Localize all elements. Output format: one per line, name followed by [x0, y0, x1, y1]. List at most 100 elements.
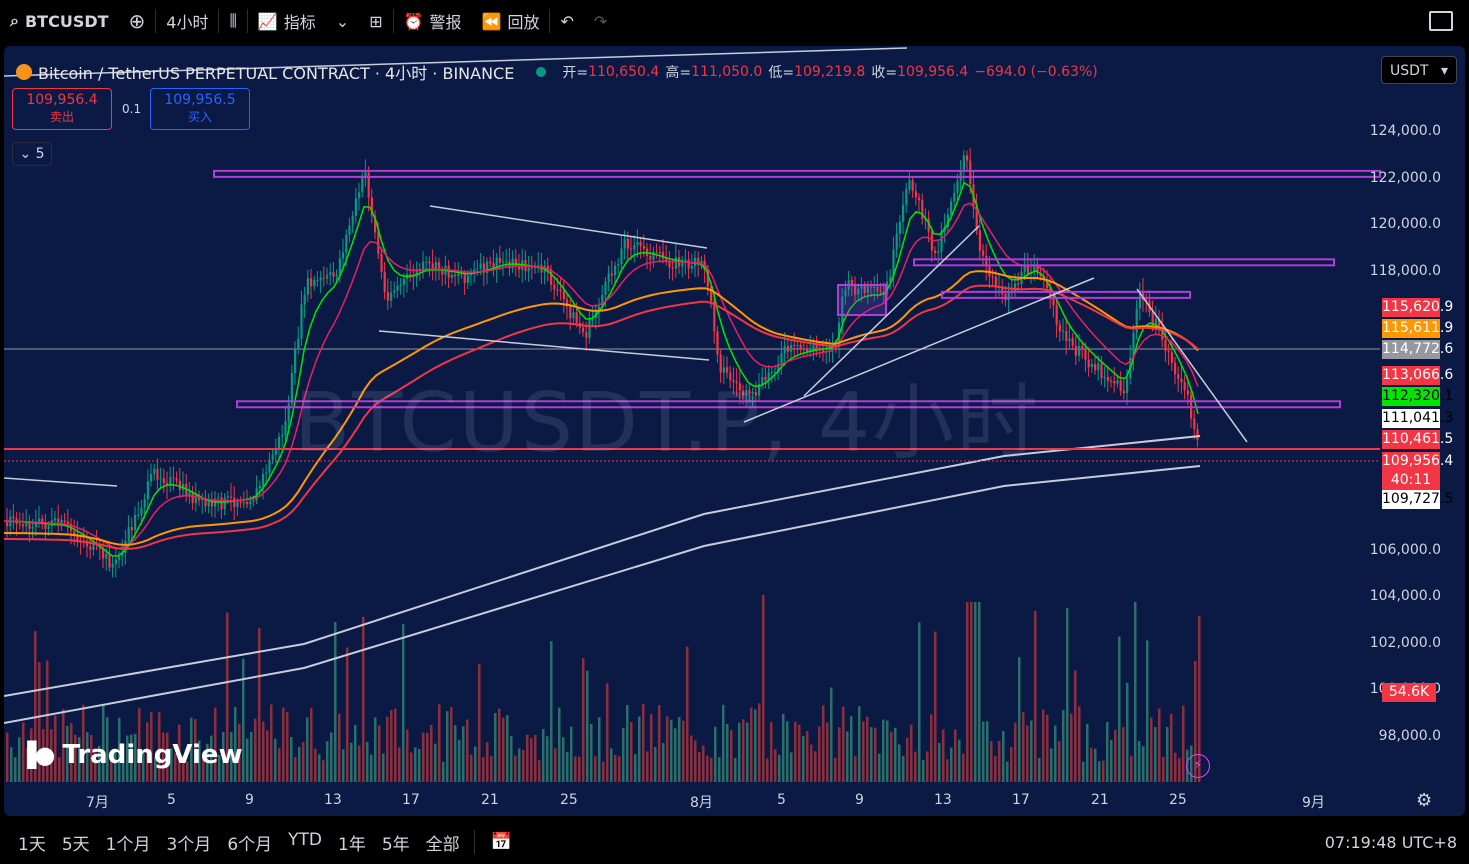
lightning-icon[interactable]: ⚡: [1186, 754, 1210, 778]
volume-bar: [930, 714, 933, 782]
candle-body: [489, 261, 492, 264]
volume-bar: [646, 751, 649, 782]
candle-body: [818, 347, 821, 349]
candle-body: [127, 526, 130, 542]
candle-body: [76, 534, 79, 541]
fullscreen-button[interactable]: [1419, 0, 1469, 42]
price-axis-label: 102,000.0: [1369, 634, 1441, 651]
chart-type-button[interactable]: ⫼: [219, 0, 246, 42]
level-box: [941, 290, 1191, 299]
volume-bar: [398, 747, 401, 782]
candle-body: [630, 248, 633, 250]
candle-body: [706, 269, 709, 287]
volume-bar: [382, 753, 385, 782]
volume-bar: [458, 739, 461, 782]
timeframe-button[interactable]: YTD: [288, 829, 322, 850]
date-range-button[interactable]: 📅: [481, 832, 522, 852]
candle-body: [982, 250, 985, 256]
redo-button[interactable]: ↷: [584, 0, 617, 42]
timeframe-button[interactable]: 3个月: [166, 834, 212, 855]
time-axis-label: 17: [402, 792, 420, 808]
candle-body: [258, 485, 261, 489]
candle-body: [223, 497, 226, 510]
candle-body: [969, 160, 972, 185]
candle-body: [185, 483, 188, 497]
timeframe-button[interactable]: 1年: [338, 834, 366, 855]
candle-body: [313, 280, 316, 287]
indicators-collapse-button[interactable]: ⌄ 5: [12, 142, 52, 166]
volume-bar: [294, 756, 297, 782]
alert-button[interactable]: ⏰ 警报: [394, 0, 472, 42]
volume-bar: [538, 760, 541, 782]
layouts-button[interactable]: ⊞: [359, 0, 392, 42]
symbol-label: BTCUSDT: [24, 11, 109, 31]
volume-bar: [162, 732, 165, 782]
volume-bar: [246, 738, 249, 782]
candle-body: [105, 553, 108, 559]
candle-body: [214, 498, 217, 507]
symbol-search[interactable]: ⌕ BTCUSDT: [0, 0, 119, 42]
candle-body: [207, 501, 210, 507]
timeframe-button[interactable]: 1天: [18, 834, 46, 855]
candle-body: [1065, 330, 1068, 342]
candle-body: [854, 284, 857, 295]
volume-bar: [970, 602, 973, 782]
replay-button[interactable]: ⏪ 回放: [472, 0, 550, 42]
candle-body: [735, 381, 738, 384]
compare-button[interactable]: ⊕: [119, 0, 156, 42]
volume-bar: [402, 624, 405, 782]
candle-body: [220, 497, 223, 510]
time-axis-label: 9月: [1302, 795, 1325, 811]
volume-bar: [522, 749, 525, 782]
volume-bar: [122, 761, 125, 782]
timeframe-button[interactable]: 6个月: [227, 834, 273, 855]
price-chart[interactable]: BTCUSDT.P, 4小时 Bitcoin / TetherUS PERPET…: [4, 46, 1465, 816]
volume-bar: [818, 726, 821, 782]
candle-body: [140, 507, 143, 515]
sell-button[interactable]: 109,956.4 卖出: [12, 88, 112, 130]
volume-bar: [998, 740, 1001, 782]
currency-select[interactable]: USDT ▾: [1381, 56, 1457, 84]
buy-label: 买入: [187, 110, 212, 124]
volume-bar: [810, 744, 813, 782]
tradingview-logo[interactable]: ▐● TradingView: [18, 740, 243, 770]
candle-body: [294, 349, 297, 373]
candle-body: [310, 278, 313, 287]
candle-body: [239, 502, 242, 504]
timeframe-button[interactable]: 1个月: [105, 834, 151, 855]
search-icon: ⌕: [10, 11, 19, 30]
buy-button[interactable]: 109,956.5 买入: [150, 88, 250, 130]
indicators-dropdown[interactable]: ⌄: [326, 0, 359, 42]
volume-bar: [434, 743, 437, 782]
interval-button[interactable]: 4小时: [166, 13, 209, 32]
timeframe-button[interactable]: 5年: [381, 834, 410, 855]
volume-bar: [974, 602, 977, 782]
volume-bar: [166, 732, 169, 782]
candle-body: [895, 233, 898, 250]
timeframe-button[interactable]: 全部: [425, 834, 460, 855]
undo-button[interactable]: ↶: [550, 0, 583, 42]
candle-body: [1161, 326, 1164, 340]
candle-body: [575, 312, 578, 323]
candle-body: [44, 523, 47, 529]
price-badge: 113,066.6: [1382, 366, 1454, 385]
indicators-button[interactable]: 📈 指标: [248, 0, 326, 42]
chart-canvas[interactable]: [4, 46, 1465, 816]
volume-bar: [326, 741, 329, 782]
candle-body: [1138, 291, 1141, 309]
candle-body: [38, 518, 41, 522]
trendline: [429, 205, 708, 249]
settings-icon[interactable]: ⚙: [1416, 790, 1433, 811]
volume-bar: [374, 717, 377, 782]
timeframe-button[interactable]: 5天: [61, 834, 90, 855]
volume-bar: [430, 724, 433, 782]
volume-bar: [142, 752, 145, 782]
volume-bar: [1138, 740, 1141, 782]
volume-bar: [114, 749, 117, 782]
candle-body: [1007, 290, 1010, 301]
open-value: 110,650.4: [588, 64, 660, 80]
candle-body: [153, 468, 156, 475]
candle-body: [1084, 349, 1087, 360]
volume-bar: [1046, 714, 1049, 782]
clock-label[interactable]: 07:19:48 UTC+8: [1324, 832, 1457, 852]
